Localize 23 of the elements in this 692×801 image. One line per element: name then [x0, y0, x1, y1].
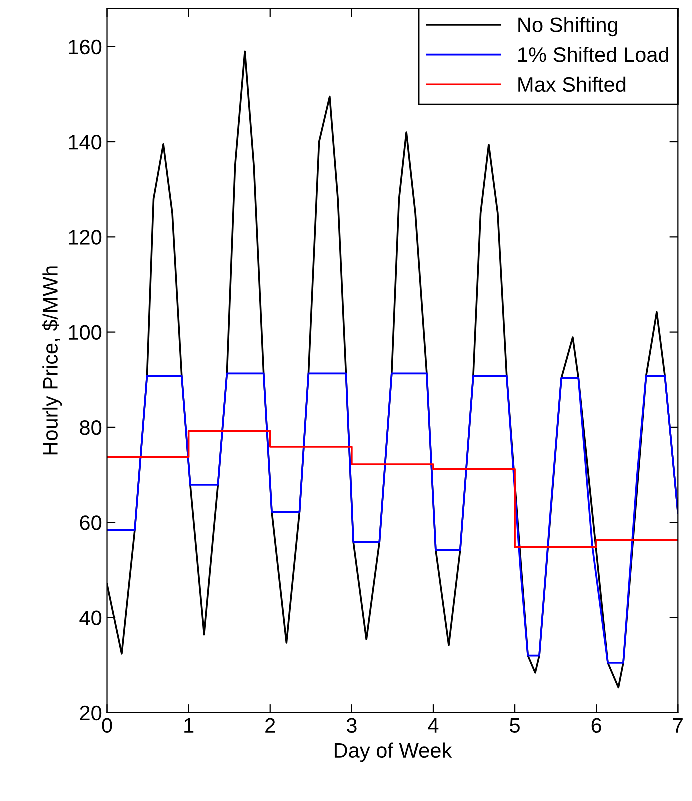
y-tick-label: 60 [80, 516, 102, 530]
line-series [107, 372, 678, 664]
y-tick-label: 100 [69, 325, 102, 340]
x-tick-label: 5 [510, 718, 520, 734]
y-tick-label: 140 [69, 135, 102, 150]
x-tick-label: 4 [428, 718, 439, 733]
x-tick-label: 2 [266, 718, 276, 733]
legend-label: 1% Shifted Load [518, 46, 668, 62]
x-tick-label: 6 [592, 718, 602, 734]
y-tick-label: 160 [69, 40, 102, 55]
x-tick-label: 3 [346, 718, 357, 734]
y-tick-label: 80 [80, 420, 102, 436]
x-tick-label: 7 [673, 718, 683, 733]
y-tick-label: 120 [69, 230, 102, 245]
x-tick-label: 0 [102, 718, 112, 734]
line-series [107, 430, 678, 548]
x-tick-label: 1 [184, 718, 194, 733]
x-axis-title: Day of Week [334, 742, 452, 762]
legend-label: No Shifting [518, 17, 618, 37]
y-axis-title: Hourly Price, $/MWh [42, 266, 62, 455]
legend-label: Max Shifted [518, 76, 626, 92]
y-tick-label: 40 [80, 610, 102, 626]
y-tick-label: 20 [80, 706, 102, 721]
